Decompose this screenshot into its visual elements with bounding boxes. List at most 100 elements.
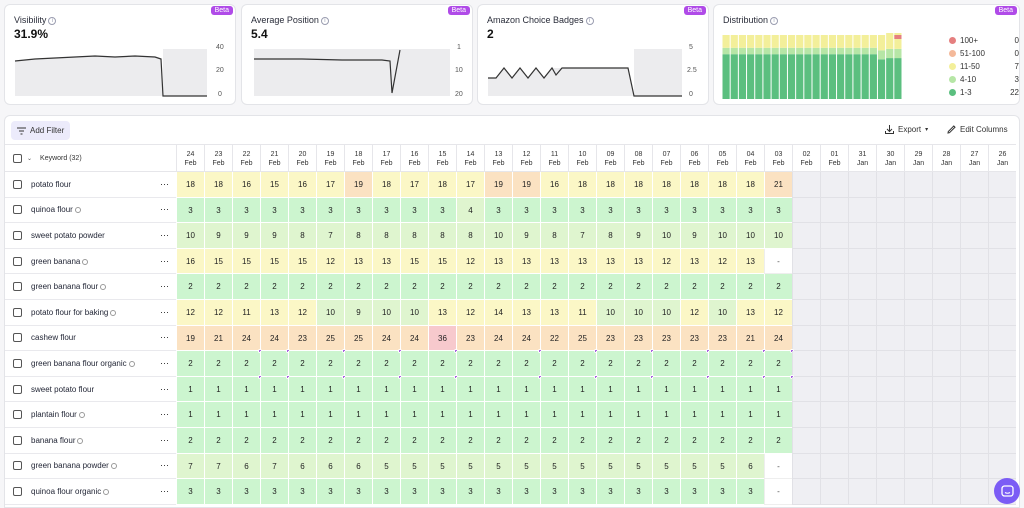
row-checkbox[interactable] bbox=[13, 486, 22, 496]
more-options-icon[interactable]: ⋯ bbox=[160, 485, 169, 496]
keyword-label[interactable]: potato flour bbox=[31, 179, 72, 189]
date-column-header[interactable]: 06 Feb bbox=[680, 144, 708, 172]
date-column-header[interactable]: 31 Jan bbox=[848, 144, 876, 172]
date-column-header[interactable]: 26 Jan bbox=[988, 144, 1016, 172]
more-options-icon[interactable]: ⋯ bbox=[160, 178, 169, 189]
rank-cell: 8 bbox=[456, 223, 484, 249]
table-row[interactable]: potato flour for baking ⋯ bbox=[5, 300, 176, 326]
date-column-header[interactable]: 15 Feb bbox=[428, 144, 456, 172]
keyword-label[interactable]: green banana powder bbox=[31, 461, 160, 470]
chat-launcher-button[interactable] bbox=[994, 478, 1020, 504]
date-column-header[interactable]: 07 Feb bbox=[652, 144, 680, 172]
table-row[interactable]: green banana flour organic ⋯ bbox=[5, 351, 176, 377]
more-options-icon[interactable]: ⋯ bbox=[160, 409, 169, 420]
date-column-header[interactable]: 19 Feb bbox=[316, 144, 344, 172]
select-all-checkbox[interactable] bbox=[13, 153, 22, 163]
more-options-icon[interactable]: ⋯ bbox=[160, 306, 169, 317]
more-options-icon[interactable]: ⋯ bbox=[160, 332, 169, 343]
export-button[interactable]: Export ▾ bbox=[885, 125, 928, 134]
more-options-icon[interactable]: ⋯ bbox=[160, 460, 169, 471]
table-row[interactable]: quinoa flour ⋯ bbox=[5, 198, 176, 224]
row-checkbox[interactable] bbox=[13, 333, 22, 343]
date-column-header[interactable]: 24 Feb bbox=[176, 144, 204, 172]
keyword-label[interactable]: sweet potato powder bbox=[31, 230, 105, 240]
row-checkbox[interactable] bbox=[13, 461, 22, 471]
keyword-label[interactable]: cashew flour bbox=[31, 333, 76, 343]
table-row[interactable]: plantain flour ⋯ bbox=[5, 402, 176, 428]
date-column-header[interactable]: 21 Feb bbox=[260, 144, 288, 172]
date-column-header[interactable]: 09 Feb bbox=[596, 144, 624, 172]
row-checkbox[interactable] bbox=[13, 230, 22, 240]
date-column-header[interactable]: 11 Feb bbox=[540, 144, 568, 172]
date-column-header[interactable]: 05 Feb bbox=[708, 144, 736, 172]
date-column-header[interactable]: 28 Jan bbox=[932, 144, 960, 172]
date-column-header[interactable]: 17 Feb bbox=[372, 144, 400, 172]
edit-columns-button[interactable]: Edit Columns bbox=[947, 125, 1008, 134]
date-column-header[interactable]: 22 Feb bbox=[232, 144, 260, 172]
table-row[interactable]: sweet potato powder ⋯ bbox=[5, 223, 176, 249]
more-options-icon[interactable]: ⋯ bbox=[160, 204, 169, 215]
date-column-header[interactable]: 18 Feb bbox=[344, 144, 372, 172]
date-column-header[interactable]: 27 Jan bbox=[960, 144, 988, 172]
add-filter-button[interactable]: Add Filter bbox=[11, 121, 71, 140]
beta-badge: Beta bbox=[210, 6, 233, 15]
more-options-icon[interactable]: ⋯ bbox=[160, 229, 169, 240]
date-column-header[interactable]: 20 Feb bbox=[288, 144, 316, 172]
visibility-card[interactable]: Visibility i 31.9% Beta 40 20 0 bbox=[4, 4, 236, 105]
date-column-header[interactable]: 13 Feb bbox=[484, 144, 512, 172]
choice-badges-card[interactable]: Amazon Choice Badges i 2 Beta 5 2.5 0 bbox=[477, 4, 709, 105]
row-checkbox[interactable] bbox=[13, 435, 22, 445]
info-icon[interactable]: i bbox=[585, 17, 594, 25]
keyword-label[interactable]: green banana bbox=[31, 257, 160, 266]
table-row[interactable]: green banana flour ⋯ bbox=[5, 274, 176, 300]
table-row[interactable]: banana flour ⋯ bbox=[5, 428, 176, 454]
date-column-header[interactable]: 04 Feb bbox=[736, 144, 764, 172]
keyword-label[interactable]: sweet potato flour bbox=[31, 384, 95, 394]
date-column-header[interactable]: 29 Jan bbox=[904, 144, 932, 172]
date-column-header[interactable]: 30 Jan bbox=[876, 144, 904, 172]
more-options-icon[interactable]: ⋯ bbox=[160, 383, 169, 394]
date-column-header[interactable]: 02 Feb bbox=[792, 144, 820, 172]
keyword-label[interactable]: quinoa flour organic bbox=[31, 487, 160, 496]
date-column-header[interactable]: 03 Feb bbox=[764, 144, 792, 172]
date-column-header[interactable]: 10 Feb bbox=[568, 144, 596, 172]
keyword-label[interactable]: green banana flour organic bbox=[31, 359, 160, 368]
keyword-label[interactable]: plantain flour bbox=[31, 410, 160, 419]
more-options-icon[interactable]: ⋯ bbox=[160, 357, 169, 368]
table-row[interactable]: cashew flour ⋯ bbox=[5, 326, 176, 352]
date-column-header[interactable]: 12 Feb bbox=[512, 144, 540, 172]
info-icon[interactable]: i bbox=[48, 17, 57, 25]
row-checkbox[interactable] bbox=[13, 384, 22, 394]
row-checkbox[interactable] bbox=[13, 205, 22, 215]
date-column-header[interactable]: 16 Feb bbox=[400, 144, 428, 172]
info-icon[interactable]: i bbox=[320, 17, 329, 25]
chevron-down-icon[interactable]: ⌄ bbox=[27, 155, 33, 162]
row-checkbox[interactable] bbox=[13, 179, 22, 189]
table-row[interactable]: sweet potato flour ⋯ bbox=[5, 377, 176, 403]
row-checkbox[interactable] bbox=[13, 282, 22, 292]
info-icon[interactable]: i bbox=[770, 17, 779, 25]
table-row[interactable]: green banana powder ⋯ bbox=[5, 454, 176, 480]
keyword-label[interactable]: quinoa flour bbox=[31, 205, 160, 214]
rank-cell: 1 bbox=[288, 402, 316, 428]
more-options-icon[interactable]: ⋯ bbox=[160, 255, 169, 266]
average-position-card[interactable]: Average Position i 5.4 Beta 1 10 20 bbox=[241, 4, 473, 105]
rank-cell: 6 bbox=[344, 453, 372, 480]
table-row[interactable]: quinoa flour organic ⋯ bbox=[5, 479, 176, 505]
row-checkbox[interactable] bbox=[13, 410, 22, 420]
date-column-header[interactable]: 14 Feb bbox=[456, 144, 484, 172]
table-row[interactable]: green banana ⋯ bbox=[5, 249, 176, 275]
date-column-header[interactable]: 01 Feb bbox=[820, 144, 848, 172]
date-column-header[interactable]: 08 Feb bbox=[624, 144, 652, 172]
keyword-label[interactable]: green banana flour bbox=[31, 282, 160, 291]
date-column-header[interactable]: 23 Feb bbox=[204, 144, 232, 172]
row-checkbox[interactable] bbox=[13, 358, 22, 368]
keyword-label[interactable]: banana flour bbox=[31, 436, 160, 445]
row-checkbox[interactable] bbox=[13, 256, 22, 266]
table-row[interactable]: potato flour ⋯ bbox=[5, 172, 176, 198]
distribution-card[interactable]: Distribution i Beta bbox=[713, 4, 1020, 105]
keyword-label[interactable]: potato flour for baking bbox=[31, 308, 160, 317]
more-options-icon[interactable]: ⋯ bbox=[160, 434, 169, 445]
row-checkbox[interactable] bbox=[13, 307, 22, 317]
more-options-icon[interactable]: ⋯ bbox=[160, 281, 169, 292]
